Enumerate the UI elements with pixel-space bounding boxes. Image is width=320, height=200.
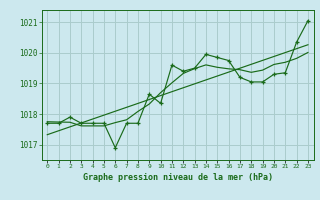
X-axis label: Graphe pression niveau de la mer (hPa): Graphe pression niveau de la mer (hPa) <box>83 173 273 182</box>
